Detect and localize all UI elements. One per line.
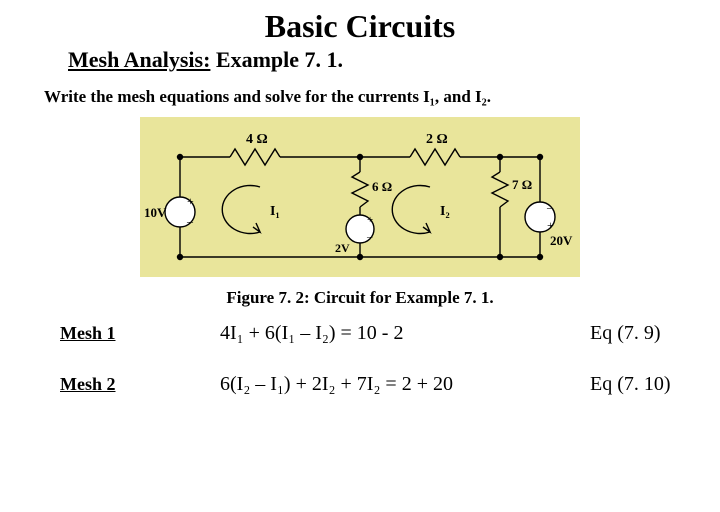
r6-label: 6 Ω — [372, 179, 392, 194]
v20-label: 20V — [550, 233, 573, 248]
mesh1-eqnum: Eq (7. 9) — [590, 322, 720, 345]
mesh1-expression: 4I₁ + 6(I₁ – I₂) = 10 - 2 — [220, 322, 590, 345]
subtitle-rest: Example 7. 1. — [210, 47, 343, 72]
i1-label: I₁ — [270, 204, 280, 219]
figure-caption: Figure 7. 2: Circuit for Example 7. 1. — [0, 288, 720, 308]
equation-row-1: Mesh 1 4I₁ + 6(I₁ – I₂) = 10 - 2 Eq (7. … — [0, 322, 720, 345]
mesh2-label: Mesh 2 — [0, 374, 220, 395]
v10-label: 10V — [144, 205, 167, 220]
svg-text:–: – — [546, 200, 554, 214]
equation-row-2: Mesh 2 6(I₂ – I₁) + 2I₂ + 7I₂ = 2 + 20 E… — [0, 373, 720, 396]
circuit-figure: + – + – – + 4 Ω 2 Ω 6 Ω 7 Ω 10V 2V 20V I… — [0, 117, 720, 282]
page-title: Basic Circuits — [0, 8, 720, 45]
i2-label: I₂ — [440, 204, 450, 219]
mesh2-expression: 6(I₂ – I₁) + 2I₂ + 7I₂ = 2 + 20 — [220, 373, 590, 396]
svg-text:+: + — [547, 218, 554, 232]
r7-label: 7 Ω — [512, 177, 532, 192]
r2-label: 2 Ω — [426, 132, 448, 147]
mesh1-label: Mesh 1 — [0, 323, 220, 344]
subtitle-underlined: Mesh Analysis: — [68, 47, 210, 72]
mesh2-eqnum: Eq (7. 10) — [590, 373, 720, 396]
v2-label: 2V — [335, 241, 350, 255]
r4-label: 4 Ω — [246, 132, 268, 147]
instruction-text: Write the mesh equations and solve for t… — [44, 87, 720, 107]
svg-text:+: + — [187, 194, 194, 208]
svg-text:+: + — [367, 214, 373, 226]
svg-text:–: – — [366, 231, 373, 243]
subtitle: Mesh Analysis: Example 7. 1. — [68, 47, 720, 73]
svg-text:–: – — [186, 214, 194, 228]
